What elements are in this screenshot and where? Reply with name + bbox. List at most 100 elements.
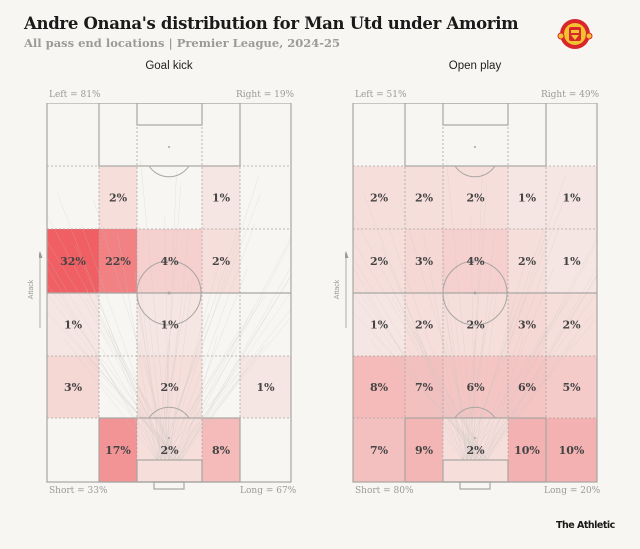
pass-line [46,284,178,461]
pass-line [46,241,182,461]
cell-value-label: 4% [160,255,179,268]
heat-cell [99,418,137,482]
top-penalty-spot [168,146,170,148]
open-play-long-label: Long = 20% [544,486,601,496]
pass-line [156,193,261,461]
pass-line [156,339,170,461]
cell-value-label: 2% [562,319,581,332]
pass-line [445,340,476,461]
attack-arrowhead-icon [345,251,349,258]
heat-cell [353,166,405,229]
cell-value-label: 5% [562,381,581,394]
centre-spot [167,291,171,295]
cell-value-label: 1% [562,255,581,268]
pass-line [352,241,488,461]
pass-line [352,311,488,461]
pass-line [482,318,596,461]
cell-value-label: 32% [60,255,86,268]
pass-line [486,267,598,461]
pass-line [46,311,182,461]
pass-line [474,222,562,461]
top-six-yard-box [136,103,203,126]
heat-cell [405,229,443,293]
pass-line [466,185,488,461]
goal-kick-panel-title: Goal kick [145,60,193,72]
pass-line [108,330,158,461]
pass-line [441,295,472,461]
pass-line [405,380,480,461]
heat-cell [508,418,546,482]
open-play-left-label: Left = 51% [355,90,407,100]
goal-kick-left-label: Left = 81% [49,90,101,100]
pass-line [423,233,464,461]
pass-line [168,222,256,461]
cell-value-label: 2% [415,192,434,205]
pass-line [180,274,292,461]
pass-line [139,340,170,461]
heat-cell [508,166,546,229]
top-penalty-arc [454,165,496,178]
heat-cell [47,229,99,293]
pass-line [466,326,485,461]
pass-line [164,171,177,461]
pass-line [462,372,546,461]
cell-value-label: 10% [514,444,540,457]
bottom-goal [459,481,491,490]
pass-line [370,339,464,461]
cell-value-label: 3% [518,319,537,332]
goal-kick-long-label: Long = 67% [240,486,297,496]
cell-value-label: 1% [160,319,179,332]
chart-title: Andre Onana's distribution for Man Utd u… [24,14,519,33]
pass-line [172,291,292,461]
top-penalty-arc [148,165,190,178]
pass-line [160,325,242,461]
pass-line [156,372,240,461]
pass-line [58,293,162,461]
cell-value-label: 2% [466,319,485,332]
cell-value-label: 1% [562,192,581,205]
pass-line [164,216,170,461]
pass-line [164,231,189,461]
heat-cell [508,229,546,293]
pass-line [86,359,182,461]
heat-cell [353,229,405,293]
cell-value-label: 2% [466,192,485,205]
heat-cell [202,229,240,293]
pass-line [135,295,166,461]
pass-line [160,185,182,461]
cell-value-label: 1% [518,192,537,205]
pass-line [462,339,476,461]
cell-value-label: 6% [466,381,485,394]
pass-line [474,278,499,461]
cell-value-label: 2% [109,192,128,205]
pass-line [172,237,292,461]
pass-line [474,309,598,461]
pass-line [470,216,476,461]
centre-circle [442,260,508,326]
pass-line [180,335,218,461]
centre-spot [473,291,477,295]
cell-value-label: 2% [370,192,389,205]
heat-cell [546,418,597,482]
pass-line [399,200,480,461]
pass-line [363,193,468,461]
cell-value-label: 2% [160,444,179,457]
cell-value-label: 8% [212,444,231,457]
heat-cell [353,418,405,482]
pass-line [470,175,566,461]
cell-value-label: 3% [415,255,434,268]
cell-value-label: 3% [64,381,83,394]
pass-line [93,200,174,461]
cell-value-label: 22% [105,255,131,268]
cell-value-label: 10% [559,444,585,457]
bottom-penalty-spot [474,437,476,439]
cell-value-label: 9% [415,444,434,457]
centre-circle [136,260,202,326]
attack-label-left: Attack [28,279,36,300]
cell-value-label: 2% [370,255,389,268]
pass-line [462,193,567,461]
the-athletic-logo: The Athletic [556,520,615,531]
pass-line [81,225,166,461]
pass-line [164,308,254,461]
pass-line [164,265,219,461]
